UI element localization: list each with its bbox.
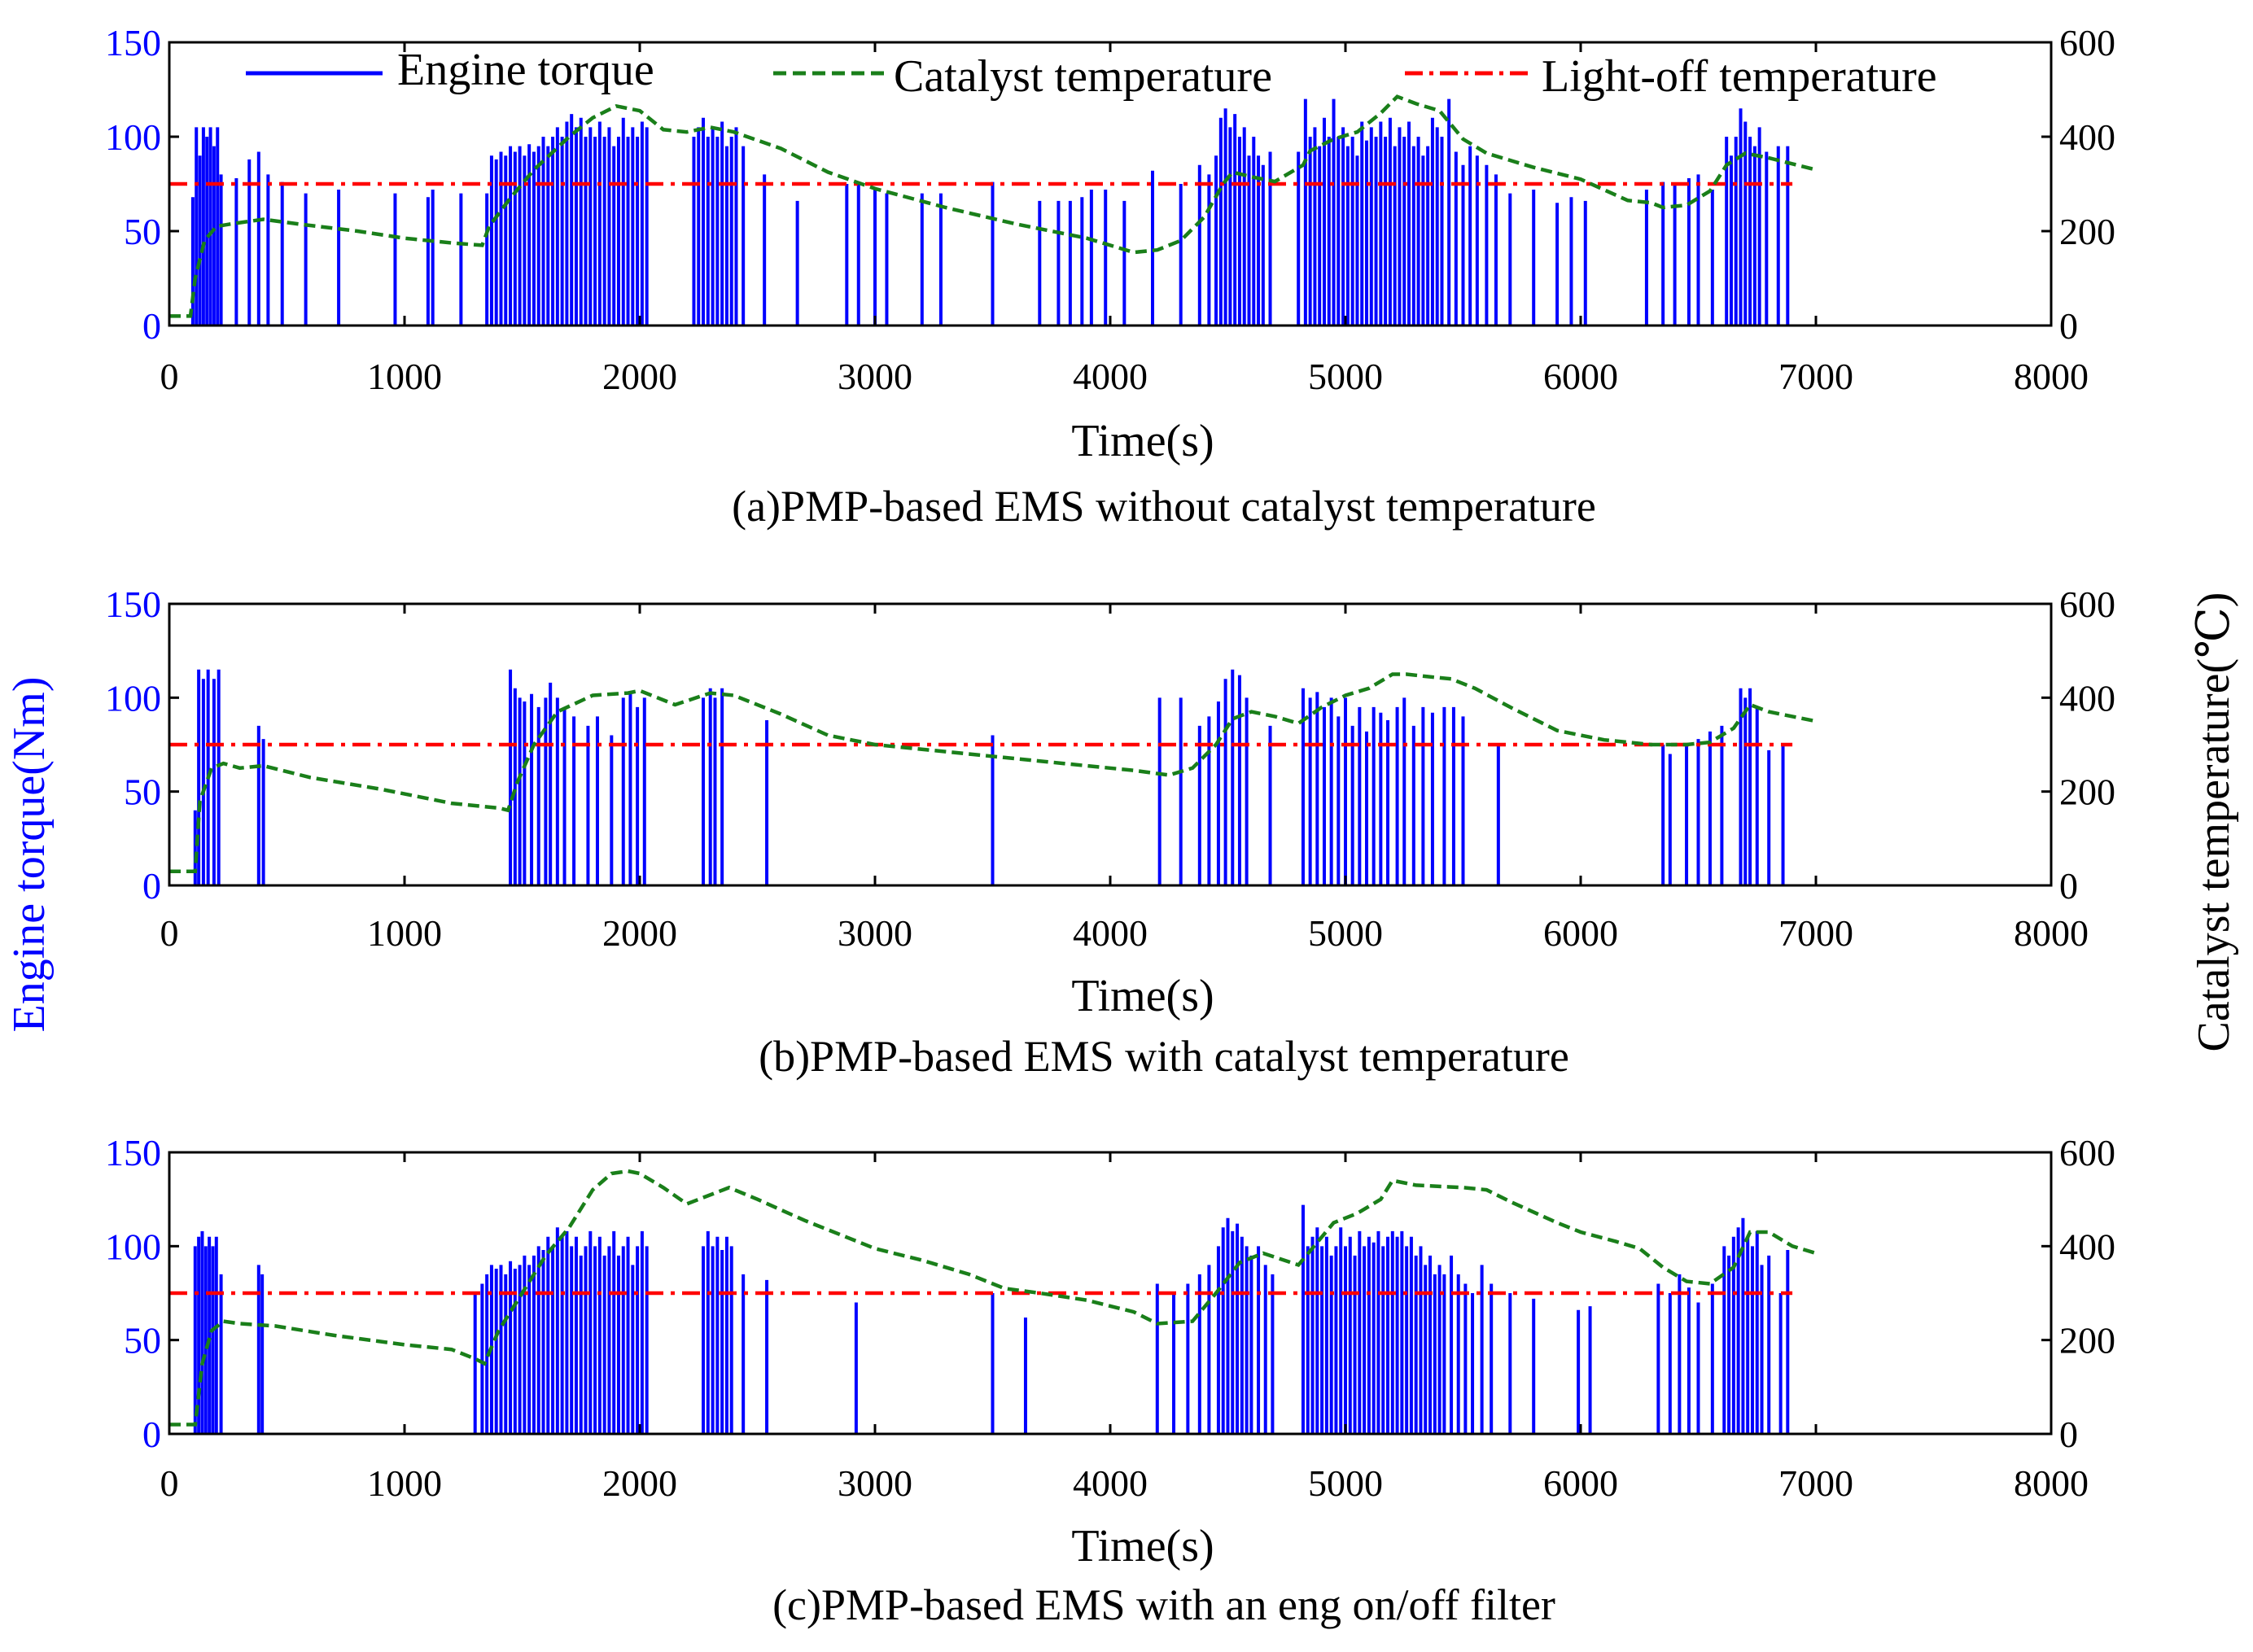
- left-y-tick-label-b-0: 0: [142, 865, 161, 907]
- x-tick-label-a-1: 1000: [367, 356, 442, 397]
- right-y-ticks-c: 0 200 400 600: [2041, 1132, 2115, 1455]
- x-tick-label-b-3: 3000: [838, 912, 912, 954]
- legend: Engine torque Catalyst temperature Light…: [246, 45, 1937, 102]
- right-y-tick-label-b-3: 600: [2059, 583, 2115, 625]
- catalyst-temperature-series-b: [169, 672, 1817, 873]
- x-tick-label-b-6: 6000: [1543, 912, 1618, 954]
- left-y-tick-label-a-0: 0: [142, 305, 161, 347]
- x-tick-label-c-3: 3000: [838, 1462, 912, 1504]
- x-tick-label-c-8: 8000: [2014, 1462, 2089, 1504]
- engine-torque-series-c: [193, 1204, 1790, 1434]
- x-tick-label-b-7: 7000: [1778, 912, 1853, 954]
- x-ticks-b: 0 1000 2000 3000 4000 5000 6000 7000 8000: [160, 604, 2089, 954]
- x-tick-label-b-5: 5000: [1308, 912, 1383, 954]
- right-y-tick-label-b-2: 400: [2059, 677, 2115, 719]
- right-axis-label: Catalyst temperature(℃): [2189, 592, 2239, 1052]
- x-tick-label-b-1: 1000: [367, 912, 442, 954]
- x-tick-label-b-0: 0: [160, 912, 179, 954]
- x-axis-label-c: Time(s): [1071, 1521, 1214, 1571]
- catalyst-temperature-series-a: [169, 94, 1817, 318]
- panel-caption-b: (b)PMP-based EMS with catalyst temperatu…: [759, 1032, 1569, 1081]
- right-y-ticks-a: 0 200 400 600: [2041, 22, 2115, 347]
- x-tick-label-a-0: 0: [160, 356, 179, 397]
- x-tick-label-c-7: 7000: [1778, 1462, 1853, 1504]
- x-tick-label-a-2: 2000: [602, 356, 677, 397]
- x-tick-label-b-4: 4000: [1073, 912, 1148, 954]
- legend-label-engine-torque: Engine torque: [397, 45, 654, 95]
- x-ticks-a: 0 1000 2000 3000 4000 5000 6000 7000 8000: [160, 42, 2089, 397]
- chart-panel-b: 0 1000 2000 3000 4000 5000 6000 7000 8000 050100…: [105, 583, 2115, 1081]
- left-axis-label: Engine torque(Nm): [4, 677, 55, 1033]
- right-y-tick-label-a-3: 600: [2059, 22, 2115, 63]
- right-y-tick-label-a-1: 200: [2059, 211, 2115, 252]
- right-y-tick-label-b-1: 200: [2059, 771, 2115, 813]
- legend-label-light-off-temperature: Light-off temperature: [1542, 51, 1937, 102]
- left-y-tick-label-b-1: 50: [124, 771, 161, 813]
- left-y-tick-label-a-1: 50: [124, 211, 161, 252]
- left-y-tick-label-c-2: 100: [105, 1226, 161, 1267]
- panel-caption-c: (c)PMP-based EMS with an eng on/off filt…: [772, 1580, 1555, 1629]
- left-y-ticks-a: 0 50 100 150: [105, 22, 179, 347]
- x-tick-label-c-1: 1000: [367, 1462, 442, 1504]
- right-y-ticks-b: 0 200 400 600: [2041, 583, 2115, 907]
- x-tick-label-a-8: 8000: [2014, 356, 2089, 397]
- panel-caption-a: (a)PMP-based EMS without catalyst temper…: [732, 482, 1596, 531]
- x-tick-label-a-7: 7000: [1778, 356, 1853, 397]
- x-tick-label-c-2: 2000: [602, 1462, 677, 1504]
- left-y-ticks-b: 0 50 100 150: [105, 583, 179, 907]
- right-y-tick-label-c-0: 0: [2059, 1414, 2078, 1455]
- catalyst-temperature-series-c: [169, 1169, 1817, 1427]
- left-y-tick-label-b-3: 150: [105, 583, 161, 625]
- x-tick-label-a-4: 4000: [1073, 356, 1148, 397]
- left-y-tick-label-a-3: 150: [105, 22, 161, 63]
- left-y-tick-label-c-3: 150: [105, 1132, 161, 1173]
- right-y-tick-label-c-1: 200: [2059, 1320, 2115, 1361]
- right-y-tick-label-c-2: 400: [2059, 1226, 2115, 1267]
- left-y-ticks-c: 0 50 100 150: [105, 1132, 179, 1455]
- engine-torque-series-a: [190, 98, 1790, 326]
- x-axis-label-a: Time(s): [1071, 416, 1214, 466]
- x-tick-label-c-0: 0: [160, 1462, 179, 1504]
- legend-label-catalyst-temperature: Catalyst temperature: [894, 51, 1272, 102]
- x-axis-label-b: Time(s): [1071, 971, 1214, 1021]
- right-y-tick-label-a-0: 0: [2059, 305, 2078, 347]
- x-tick-label-c-6: 6000: [1543, 1462, 1618, 1504]
- x-tick-label-c-5: 5000: [1308, 1462, 1383, 1504]
- chart-panel-a: 0 1000 2000 3000 4000 5000 6000 7000 8000 050100…: [105, 22, 2115, 531]
- right-y-tick-label-a-2: 400: [2059, 116, 2115, 158]
- x-tick-label-a-6: 6000: [1543, 356, 1618, 397]
- x-ticks-c: 0 1000 2000 3000 4000 5000 6000 7000 8000: [160, 1152, 2089, 1504]
- x-tick-label-b-8: 8000: [2014, 912, 2089, 954]
- left-y-tick-label-a-2: 100: [105, 116, 161, 158]
- x-tick-label-a-5: 5000: [1308, 356, 1383, 397]
- x-tick-label-b-2: 2000: [602, 912, 677, 954]
- right-y-tick-label-b-0: 0: [2059, 865, 2078, 907]
- x-tick-label-c-4: 4000: [1073, 1462, 1148, 1504]
- left-y-tick-label-c-1: 50: [124, 1320, 161, 1361]
- x-tick-label-a-3: 3000: [838, 356, 912, 397]
- chart-panel-c: 0 1000 2000 3000 4000 5000 6000 7000 8000 050100…: [105, 1132, 2115, 1629]
- left-y-tick-label-c-0: 0: [142, 1414, 161, 1455]
- left-y-tick-label-b-2: 100: [105, 677, 161, 719]
- right-y-tick-label-c-3: 600: [2059, 1132, 2115, 1173]
